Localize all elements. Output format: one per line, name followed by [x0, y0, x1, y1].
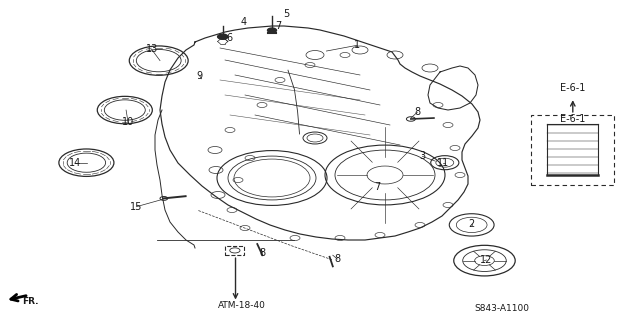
- Text: 13: 13: [145, 44, 158, 55]
- Text: 8: 8: [259, 248, 266, 258]
- Text: 2: 2: [468, 219, 475, 229]
- Text: 1: 1: [354, 40, 360, 50]
- Text: 9: 9: [196, 71, 203, 81]
- Text: 8: 8: [334, 254, 340, 264]
- Text: 10: 10: [122, 117, 134, 127]
- Text: 14: 14: [68, 158, 81, 168]
- Text: 7: 7: [275, 20, 282, 31]
- Text: 7: 7: [374, 182, 381, 192]
- Text: 11: 11: [436, 158, 449, 168]
- Text: 6: 6: [226, 33, 232, 43]
- Text: 4: 4: [240, 17, 246, 27]
- Text: S843-A1100: S843-A1100: [474, 304, 529, 313]
- Text: 12: 12: [480, 255, 493, 265]
- Text: E-6-1: E-6-1: [560, 83, 586, 93]
- Circle shape: [268, 28, 276, 33]
- Text: FR.: FR.: [22, 297, 38, 306]
- Circle shape: [218, 34, 228, 39]
- Bar: [531, 115, 614, 185]
- Text: E-6-1: E-6-1: [560, 114, 586, 124]
- Bar: [225, 246, 244, 255]
- Text: 15: 15: [130, 202, 143, 212]
- Text: 3: 3: [419, 151, 426, 161]
- Text: ATM-18-40: ATM-18-40: [218, 301, 266, 310]
- Text: 5: 5: [284, 9, 290, 19]
- Text: 8: 8: [414, 107, 420, 117]
